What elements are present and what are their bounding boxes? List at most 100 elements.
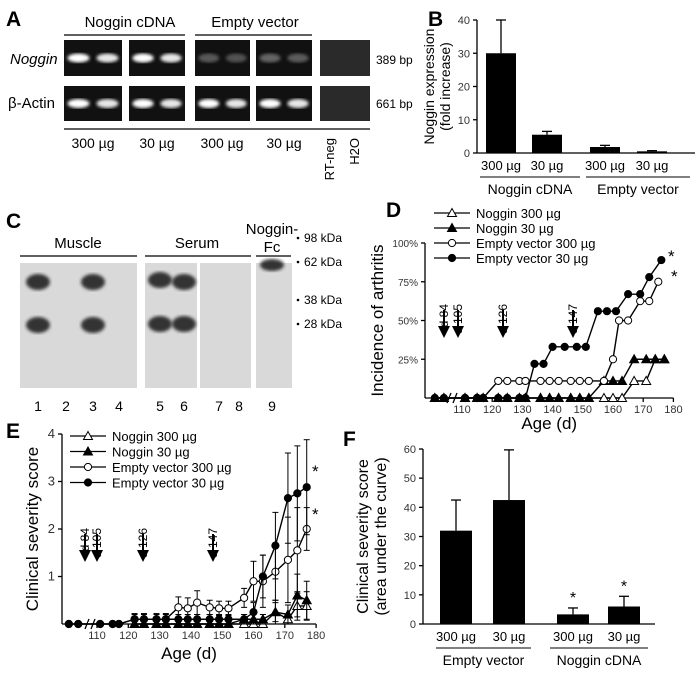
data-point-open-circle xyxy=(654,277,663,286)
data-point-filled-triangle xyxy=(257,613,269,624)
data-point-filled-circle xyxy=(657,255,666,265)
data-point-filled-circle xyxy=(521,393,530,403)
data-point-open-circle xyxy=(636,297,645,306)
row-label-beta-actin: β-Actin xyxy=(8,95,55,112)
gel-lane-box xyxy=(256,263,292,388)
gel-band xyxy=(132,99,154,108)
data-point-open-circle xyxy=(645,297,654,306)
dose-label: 300 µg xyxy=(200,135,243,151)
legend-label: Noggin 300 µg xyxy=(112,429,197,444)
data-point-filled-circle xyxy=(494,393,503,403)
data-point-open-circle xyxy=(521,376,530,386)
data-point-filled-circle xyxy=(249,608,258,617)
data-point-open-circle xyxy=(83,462,93,472)
y-axis-label: Clinical severity score xyxy=(355,459,372,614)
significance-marker: * xyxy=(621,578,627,595)
gel-band xyxy=(26,317,50,333)
data-point-open-triangle xyxy=(607,392,619,402)
arrow-head-icon xyxy=(207,550,219,562)
gel-band xyxy=(172,274,196,290)
marker-tick xyxy=(296,322,300,326)
data-point-filled-circle xyxy=(572,342,581,351)
gel-band xyxy=(96,99,119,108)
gel-band xyxy=(287,99,309,108)
data-point-filled-circle xyxy=(139,615,149,624)
data-point-open-circle xyxy=(249,577,258,586)
data-point-filled-triangle xyxy=(640,353,652,364)
data-point-filled-circle xyxy=(214,615,224,624)
gel-band xyxy=(172,316,196,332)
x-tick-label: 140 xyxy=(182,630,200,642)
data-point-open-circle xyxy=(545,376,554,386)
dose-label: 300 µg xyxy=(71,135,114,151)
size-label: 661 bp xyxy=(376,97,413,111)
data-point-filled-circle xyxy=(539,359,548,368)
category-label: 300 µg xyxy=(481,158,521,173)
x-tick-label: 140 xyxy=(543,404,561,416)
data-point-open-circle xyxy=(584,376,593,386)
x-tick-label: 150 xyxy=(574,404,592,416)
category-label: 300 µg xyxy=(436,629,476,644)
gel-lane-box xyxy=(320,40,370,76)
lane-number: 7 xyxy=(215,398,223,414)
data-point-filled-circle xyxy=(293,489,302,498)
gel-lane-box xyxy=(200,263,251,388)
gel-band xyxy=(132,53,154,63)
size-label: 389 bp xyxy=(376,53,413,67)
y-tick-label: 30 xyxy=(404,532,416,544)
y-axis-label: (fold increase) xyxy=(437,42,453,131)
x-tick-label: 120 xyxy=(119,630,137,642)
y-axis-label: (area under the curve) xyxy=(373,457,390,615)
data-point-open-circle xyxy=(494,376,503,386)
arrow-head-icon xyxy=(567,326,579,338)
data-point-open-circle xyxy=(614,316,624,325)
data-point-open-circle xyxy=(224,604,233,613)
legend-label: Empty vector 300 µg xyxy=(476,236,596,251)
bar xyxy=(493,500,525,624)
marker-tick xyxy=(296,260,300,264)
x-tick-label: 110 xyxy=(88,630,106,642)
data-point-open-triangle xyxy=(628,375,640,385)
panel-label-a: A xyxy=(6,8,21,31)
bar xyxy=(637,151,667,153)
data-point-filled-circle xyxy=(593,307,603,316)
data-point-open-circle xyxy=(624,316,633,325)
legend-label: Empty vector 300 µg xyxy=(112,460,232,475)
x-tick-label: 170 xyxy=(634,404,652,416)
bar xyxy=(590,147,620,153)
category-label: 30 µg xyxy=(493,629,526,644)
bar xyxy=(440,530,472,624)
data-point-open-circle xyxy=(293,546,302,555)
data-point-filled-circle xyxy=(503,393,512,403)
row-label-noggin: Noggin xyxy=(10,51,58,68)
plot-layer: Noggin cDNA Empty vector Noggin β-Actin 389 … xyxy=(8,14,695,668)
data-point-filled-circle xyxy=(183,615,192,624)
data-point-filled-circle xyxy=(96,619,105,629)
data-point-filled-circle xyxy=(283,494,293,503)
data-point-filled-circle xyxy=(193,615,202,624)
x-tick-label: 160 xyxy=(244,630,262,642)
data-point-filled-triangle xyxy=(82,445,94,456)
y-tick-label: 10 xyxy=(404,590,416,602)
data-point-filled-circle xyxy=(560,342,569,351)
y-tick-label: 75% xyxy=(398,278,418,289)
data-point-filled-triangle xyxy=(270,606,281,617)
category-label: 300 µg xyxy=(553,629,593,644)
molecular-weight-label: 62 kDa xyxy=(304,255,342,269)
data-point-filled-circle xyxy=(460,393,470,403)
y-tick-label: 20 xyxy=(404,561,416,573)
gel-band xyxy=(96,53,119,63)
arrow-head-icon xyxy=(452,326,464,338)
y-tick-label: 50 xyxy=(404,473,416,485)
data-point-filled-circle xyxy=(152,615,161,624)
y-tick-label: 10 xyxy=(458,115,470,127)
gel-band xyxy=(81,317,105,333)
lane-number: 8 xyxy=(235,398,243,414)
data-point-open-triangle xyxy=(640,375,652,385)
data-point-open-circle xyxy=(503,376,512,386)
y-tick-label: 3 xyxy=(48,474,55,489)
x-tick-label: 130 xyxy=(513,404,531,416)
bar xyxy=(608,606,640,624)
data-point-filled-circle xyxy=(224,615,233,624)
